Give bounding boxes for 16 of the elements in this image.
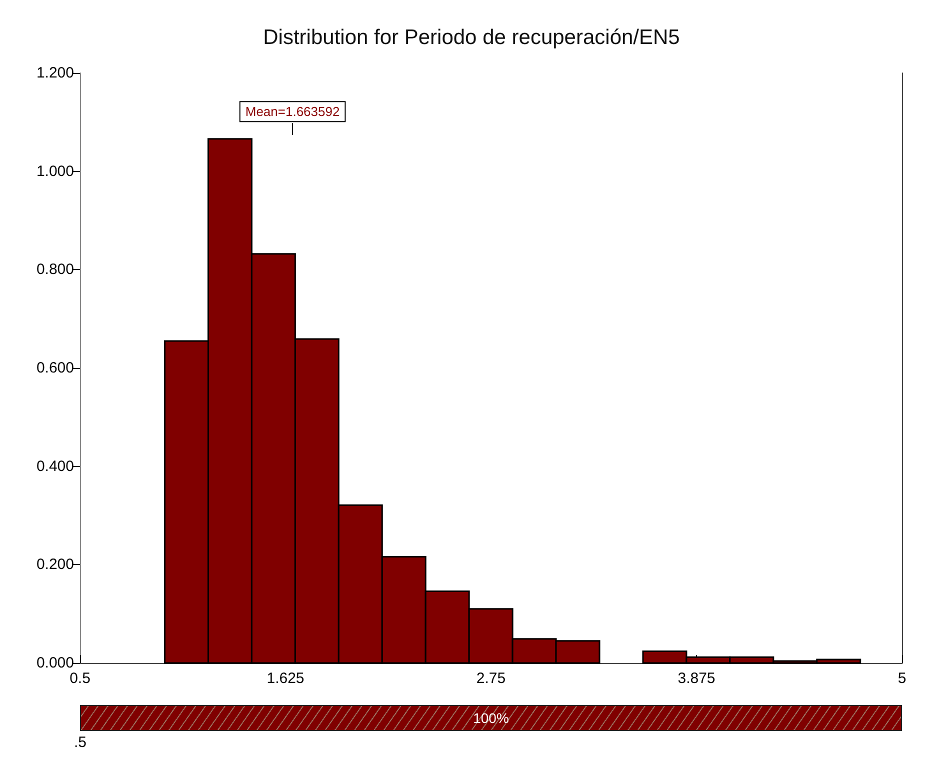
y-tick-label: 0.600	[36, 360, 74, 376]
y-tick-label: 1.200	[36, 64, 74, 82]
y-tick-label: 0.200	[36, 556, 74, 574]
text: .5	[74, 734, 87, 751]
x-tick-label: 5	[898, 670, 906, 687]
y-tick-label: 1.000	[36, 162, 74, 180]
x-tick-label: 2.75	[476, 670, 506, 687]
hatched-strip: 100%	[80, 705, 902, 731]
chart-title: Distribution for Periodo de recuperación/EN5	[263, 26, 680, 49]
y-tick-label: 0.000	[36, 654, 74, 672]
x-tick-label: 3.875	[678, 670, 716, 687]
x-tick-label: 1.625	[266, 670, 304, 687]
ref-line-label: Mean=1.663592	[245, 104, 340, 120]
y-tick-label: 0.400	[36, 458, 74, 475]
x-tick-label: 0.5	[70, 670, 90, 687]
y-tick-label: 0.800	[36, 261, 74, 278]
